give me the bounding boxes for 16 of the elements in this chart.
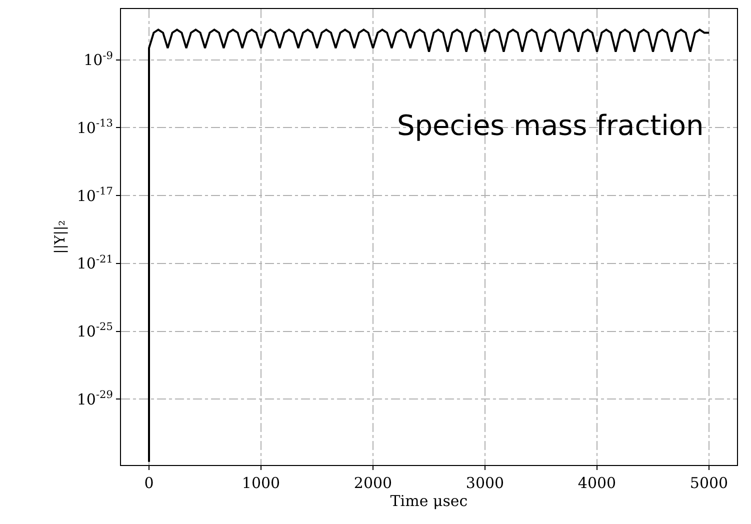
y-tick-label: 10$^{-29}$: [76, 389, 113, 408]
x-tick-label: 5000: [690, 474, 728, 492]
y-tick-label: 10$^{-17}$: [76, 186, 113, 205]
line-series: [148, 28, 710, 463]
x-tick-label: 0: [144, 474, 154, 492]
annotation: Species mass fraction: [397, 109, 704, 142]
x-tick-label: 2000: [354, 474, 392, 492]
y-axis-title: ||Y||₂: [52, 220, 68, 254]
x-tick-label: 1000: [242, 474, 280, 492]
x-tick-label: 4000: [578, 474, 616, 492]
y-tick-label: 10$^{-25}$: [76, 321, 113, 340]
y-tick-label: 10$^{-13}$: [76, 118, 113, 137]
x-tick-label: 3000: [466, 474, 504, 492]
x-axis-title: Time μsec: [390, 492, 468, 510]
y-tick-label: 10$^{-9}$: [84, 50, 113, 70]
y-tick-label: 10$^{-21}$: [76, 253, 113, 273]
